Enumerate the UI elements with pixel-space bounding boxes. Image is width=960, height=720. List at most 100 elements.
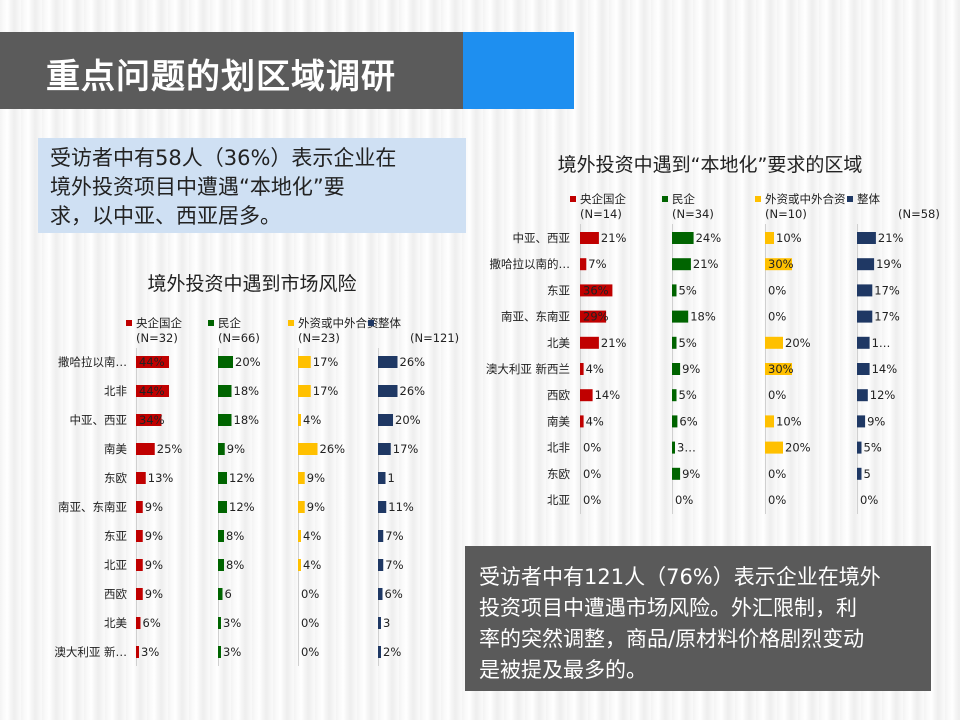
market-bar-0-3 [136, 443, 155, 455]
market-data-label-3-5: 11% [388, 500, 414, 514]
local-category-label-7: 南美 [547, 414, 570, 428]
local-data-label-3-2: 17% [874, 283, 900, 297]
market-data-label-1-7: 8% [226, 558, 244, 572]
local-data-label-2-2: 0% [768, 283, 786, 297]
local-bar-1-3 [672, 310, 689, 323]
local-bar-1-1 [672, 258, 691, 271]
market-data-label-0-6: 9% [145, 529, 163, 543]
local-data-label-2-9: 0% [768, 467, 786, 481]
local-bar-1-7 [672, 415, 678, 428]
market-bar-3-2 [378, 414, 393, 426]
market-data-label-0-0: 44% [139, 355, 165, 369]
local-bar-1-6 [672, 389, 677, 402]
market-data-label-1-10: 3% [223, 645, 241, 659]
local-bar-1-8 [672, 441, 675, 454]
local-bar-0-5 [580, 363, 584, 375]
local-data-label-2-6: 0% [768, 388, 786, 402]
local-data-label-3-8: 5% [864, 441, 882, 455]
local-bar-0-7 [580, 415, 584, 428]
market-data-label-0-2: 34% [139, 413, 165, 427]
local-bar-2-4 [765, 336, 783, 349]
market-data-label-1-9: 3% [223, 616, 241, 630]
local-data-label-0-4: 21% [601, 336, 627, 350]
market-bar-1-6 [218, 530, 224, 542]
market-category-label-8: 西欧 [104, 587, 127, 601]
local-chart-title: 境外投资中遇到“本地化”要求的区域 [558, 154, 863, 176]
local-category-label-4: 北美 [547, 336, 570, 350]
local-bar-0-1 [580, 258, 587, 271]
market-data-label-3-2: 20% [395, 413, 421, 427]
local-bar-2-0 [765, 232, 774, 244]
local-category-label-2: 东亚 [547, 283, 570, 297]
local-bar-1-0 [672, 232, 694, 244]
local-data-label-1-8: 3… [677, 441, 696, 455]
local-data-label-0-9: 0% [583, 467, 601, 481]
market-bar-1-8 [218, 588, 223, 600]
market-data-label-0-10: 3% [141, 645, 159, 659]
local-data-label-2-3: 0% [768, 310, 786, 324]
market-bar-3-8 [378, 588, 383, 600]
market-bar-1-10 [218, 646, 221, 658]
market-data-label-2-1: 17% [313, 384, 339, 398]
market-legend-n-3: (N=121) [410, 331, 459, 345]
market-bar-1-5 [218, 501, 227, 513]
market-category-label-6: 东亚 [104, 529, 127, 543]
market-category-label-10: 澳大利亚 新… [54, 645, 127, 659]
market-data-label-0-7: 9% [145, 558, 163, 572]
local-legend-swatch-2 [755, 196, 761, 202]
local-bar-3-6 [857, 389, 868, 402]
market-data-label-2-5: 9% [307, 500, 325, 514]
market-data-label-3-6: 7% [385, 529, 403, 543]
market-bar-3-6 [378, 530, 384, 542]
local-bar-3-4 [857, 336, 870, 349]
local-legend-label-3: 整体 [857, 192, 880, 206]
local-bar-2-5 [765, 363, 792, 375]
market-legend-n-2: (N=23) [298, 331, 340, 345]
local-bar-3-9 [857, 467, 862, 480]
local-category-label-9: 东欧 [547, 467, 570, 481]
market-data-label-2-6: 4% [303, 529, 321, 543]
market-data-label-3-0: 26% [400, 355, 426, 369]
callout-local-requirement: 受访者中有58人（36%）表示企业在 境外投资项目中遭遇“本地化”要 求，以中亚… [38, 138, 466, 233]
local-bar-0-3 [580, 310, 607, 323]
market-data-label-2-3: 26% [320, 442, 346, 456]
callout-market-risk: 受访者中有121人（76%）表示企业在境外 投资项目中遭遇市场风险。外汇限制，利… [465, 546, 931, 691]
local-bar-3-0 [857, 232, 876, 244]
market-data-label-3-3: 17% [393, 442, 419, 456]
local-data-label-3-4: 1… [872, 336, 891, 350]
market-bar-0-6 [136, 530, 143, 542]
local-legend-n-2: (N=10) [765, 207, 807, 221]
market-data-label-0-8: 9% [145, 587, 163, 601]
market-legend-swatch-2 [288, 320, 294, 326]
local-bar-1-9 [672, 467, 681, 480]
local-bar-2-8 [765, 441, 783, 454]
local-data-label-0-8: 0% [583, 441, 601, 455]
local-bar-3-3 [857, 310, 873, 323]
local-legend-label-2: 外资或中外合资 [765, 192, 846, 206]
market-bar-1-2 [218, 414, 232, 426]
local-data-label-3-3: 17% [874, 310, 900, 324]
market-bar-1-4 [218, 472, 227, 484]
market-category-label-9: 北美 [104, 616, 127, 630]
market-legend-label-2: 外资或中外合资 [298, 316, 379, 330]
market-bar-1-0 [218, 356, 233, 368]
local-category-label-5: 澳大利亚 新西兰 [486, 362, 570, 376]
local-legend-label-0: 央企国企 [580, 192, 626, 206]
market-bar-2-0 [298, 356, 311, 368]
local-data-label-0-0: 21% [601, 231, 627, 245]
local-data-label-2-0: 10% [776, 231, 802, 245]
market-legend-n-0: (N=32) [136, 331, 178, 345]
market-legend-label-0: 央企国企 [136, 316, 182, 330]
local-data-label-1-10: 0% [675, 493, 693, 507]
local-data-label-1-5: 9% [682, 362, 700, 376]
market-data-label-1-5: 12% [229, 500, 255, 514]
title-bar [0, 32, 463, 109]
local-data-label-3-0: 21% [878, 231, 904, 245]
market-bar-0-2 [136, 414, 162, 426]
local-data-label-1-6: 5% [679, 388, 697, 402]
local-data-label-0-3: 29% [583, 310, 609, 324]
local-data-label-2-5: 30% [768, 362, 794, 376]
local-bar-3-8 [857, 441, 862, 454]
local-legend-label-1: 民企 [672, 192, 695, 206]
